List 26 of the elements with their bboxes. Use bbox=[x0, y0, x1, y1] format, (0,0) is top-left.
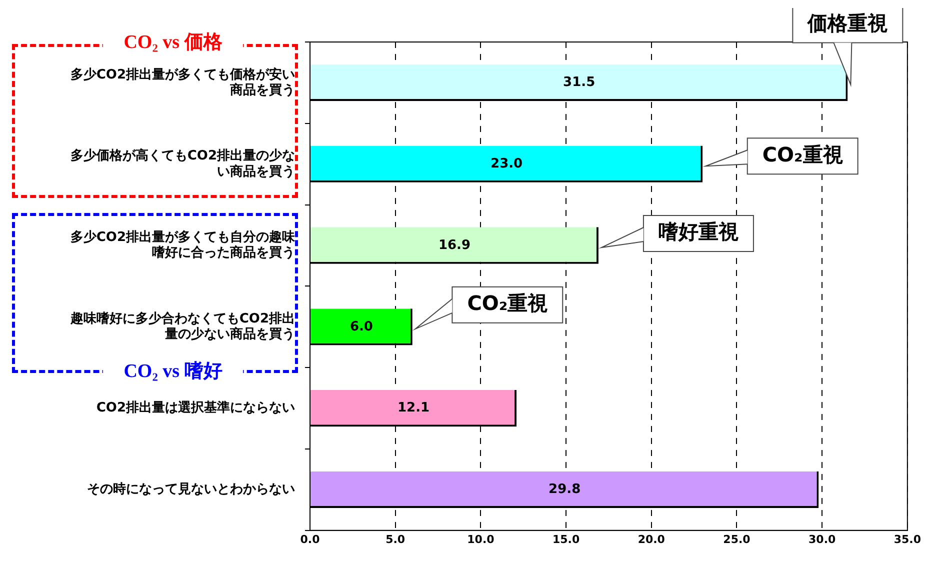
data-label: 12.1 bbox=[397, 400, 430, 416]
y-tick-label: 多少CO2排出量が多くても自分の趣味嗜好に合った商品を買う bbox=[70, 230, 296, 261]
data-label: 16.9 bbox=[438, 238, 471, 253]
x-tick-label: 15.0 bbox=[552, 532, 580, 546]
annotation: CO₂重視 bbox=[467, 291, 548, 316]
x-tick-label: 25.0 bbox=[723, 532, 751, 546]
x-tick-label: 10.0 bbox=[467, 532, 495, 546]
text: CO₂ vs 価格 bbox=[103, 31, 243, 55]
x-tick-label: 0.0 bbox=[300, 532, 320, 546]
data-label: 31.5 bbox=[563, 75, 596, 90]
annotation: CO₂重視 bbox=[762, 142, 843, 166]
x-tick-label: 35.0 bbox=[894, 532, 922, 546]
data-label: 29.8 bbox=[548, 482, 581, 498]
x-tick-label: 20.0 bbox=[638, 532, 666, 546]
x-tick-label: 30.0 bbox=[808, 532, 836, 546]
y-tick-label: 多少CO2排出量が多くても価格が安い商品を買う bbox=[70, 66, 295, 98]
text: CO₂ vs 嗜好 bbox=[103, 360, 243, 384]
data-label: 23.0 bbox=[490, 156, 523, 172]
y-tick-label: 趣味嗜好に多少合わなくてもCO2排出量の少ない商品を買う bbox=[69, 310, 295, 342]
y-tick-label: その時になって見ないとわからない bbox=[87, 482, 295, 498]
data-label: 6.0 bbox=[350, 319, 373, 334]
annotation: 嗜好重視 bbox=[658, 220, 738, 244]
y-tick-label: CO2排出量は選択基準にならない bbox=[96, 400, 295, 416]
y-tick-label: 多少価格が高くてもCO2排出量の少ない商品を買う bbox=[70, 148, 295, 180]
x-tick-label: 5.0 bbox=[386, 532, 406, 546]
annotation: 価格重視 bbox=[806, 10, 888, 35]
